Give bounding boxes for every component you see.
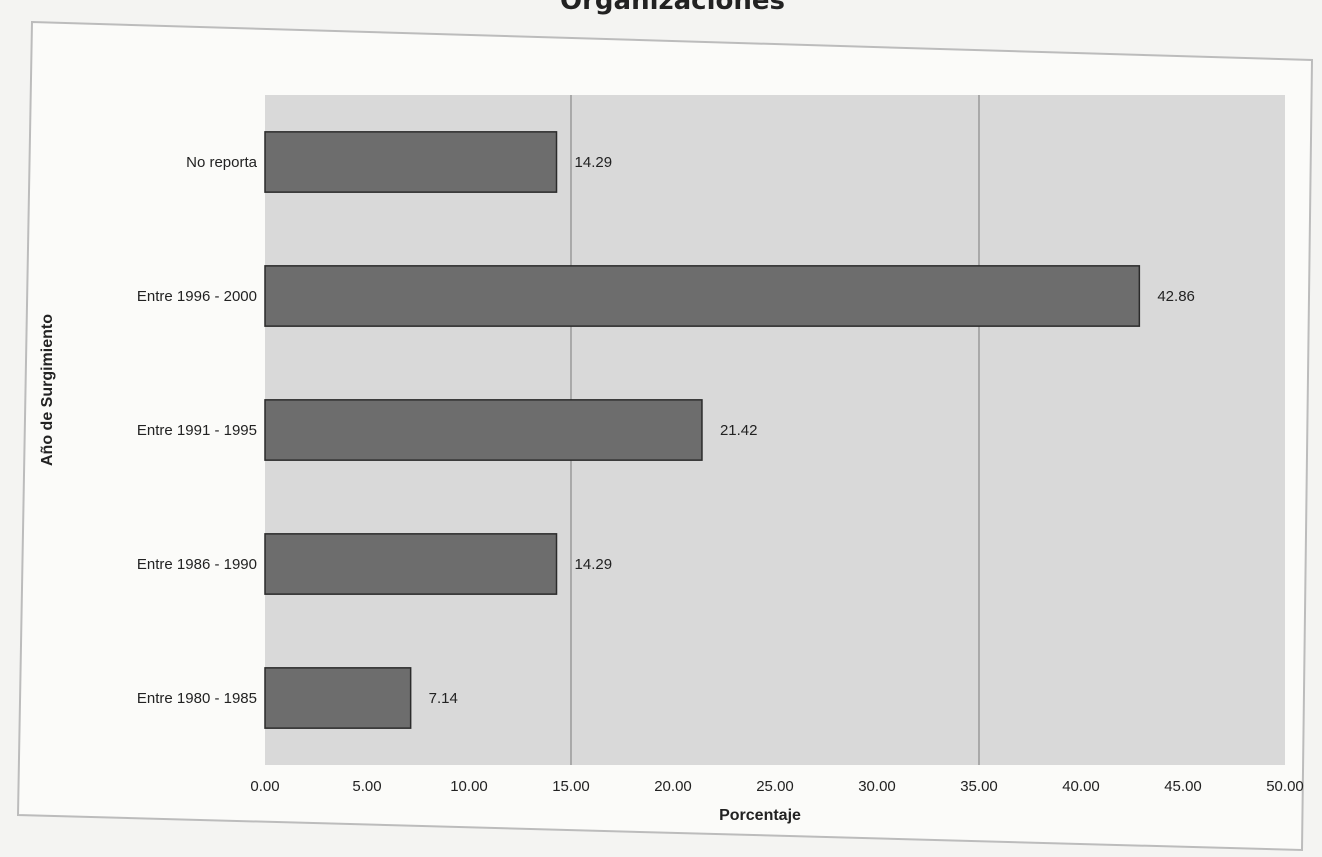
data-label-3: 14.29 [575, 556, 613, 573]
bar-4 [264, 667, 412, 729]
x-tick-label-9: 45.00 [1164, 778, 1202, 795]
category-labels-group: No reporta Entre 1996 - 2000 Entre 1991 - … [137, 154, 258, 707]
category-label-3: Entre 1986 - 1990 [137, 556, 257, 573]
data-labels-group: 14.29 42.86 21.42 14.29 7.14 [429, 154, 1195, 707]
data-label-4: 7.14 [429, 690, 458, 707]
x-tick-labels-group: 0.00 5.00 10.00 15.00 20.00 25.00 30.00 35.00 40… [250, 778, 1303, 795]
x-tick-label-3: 15.00 [552, 778, 590, 795]
bar-1 [264, 265, 1141, 327]
category-label-0: No reporta [186, 154, 258, 171]
x-tick-label-1: 5.00 [352, 778, 381, 795]
data-label-2: 21.42 [720, 422, 758, 439]
x-tick-label-2: 10.00 [450, 778, 488, 795]
category-label-4: Entre 1980 - 1985 [137, 690, 257, 707]
data-label-1: 42.86 [1157, 288, 1195, 305]
data-label-0: 14.29 [575, 154, 613, 171]
category-label-2: Entre 1991 - 1995 [137, 422, 257, 439]
chart-title-fragment: Organizaciones [560, 0, 785, 16]
category-label-1: Entre 1996 - 2000 [137, 288, 257, 305]
x-tick-label-4: 20.00 [654, 778, 692, 795]
bar-2 [264, 399, 703, 461]
x-tick-label-7: 35.00 [960, 778, 998, 795]
x-tick-label-10: 50.00 [1266, 778, 1304, 795]
x-tick-label-8: 40.00 [1062, 778, 1100, 795]
x-axis-label: Porcentaje [719, 807, 801, 824]
x-tick-label-5: 25.00 [756, 778, 794, 795]
bar-0 [264, 131, 558, 193]
x-tick-label-0: 0.00 [250, 778, 279, 795]
bar-3 [264, 533, 558, 595]
bars-group [264, 131, 1141, 729]
x-tick-label-6: 30.00 [858, 778, 896, 795]
y-axis-label: Año de Surgimiento [39, 314, 56, 466]
